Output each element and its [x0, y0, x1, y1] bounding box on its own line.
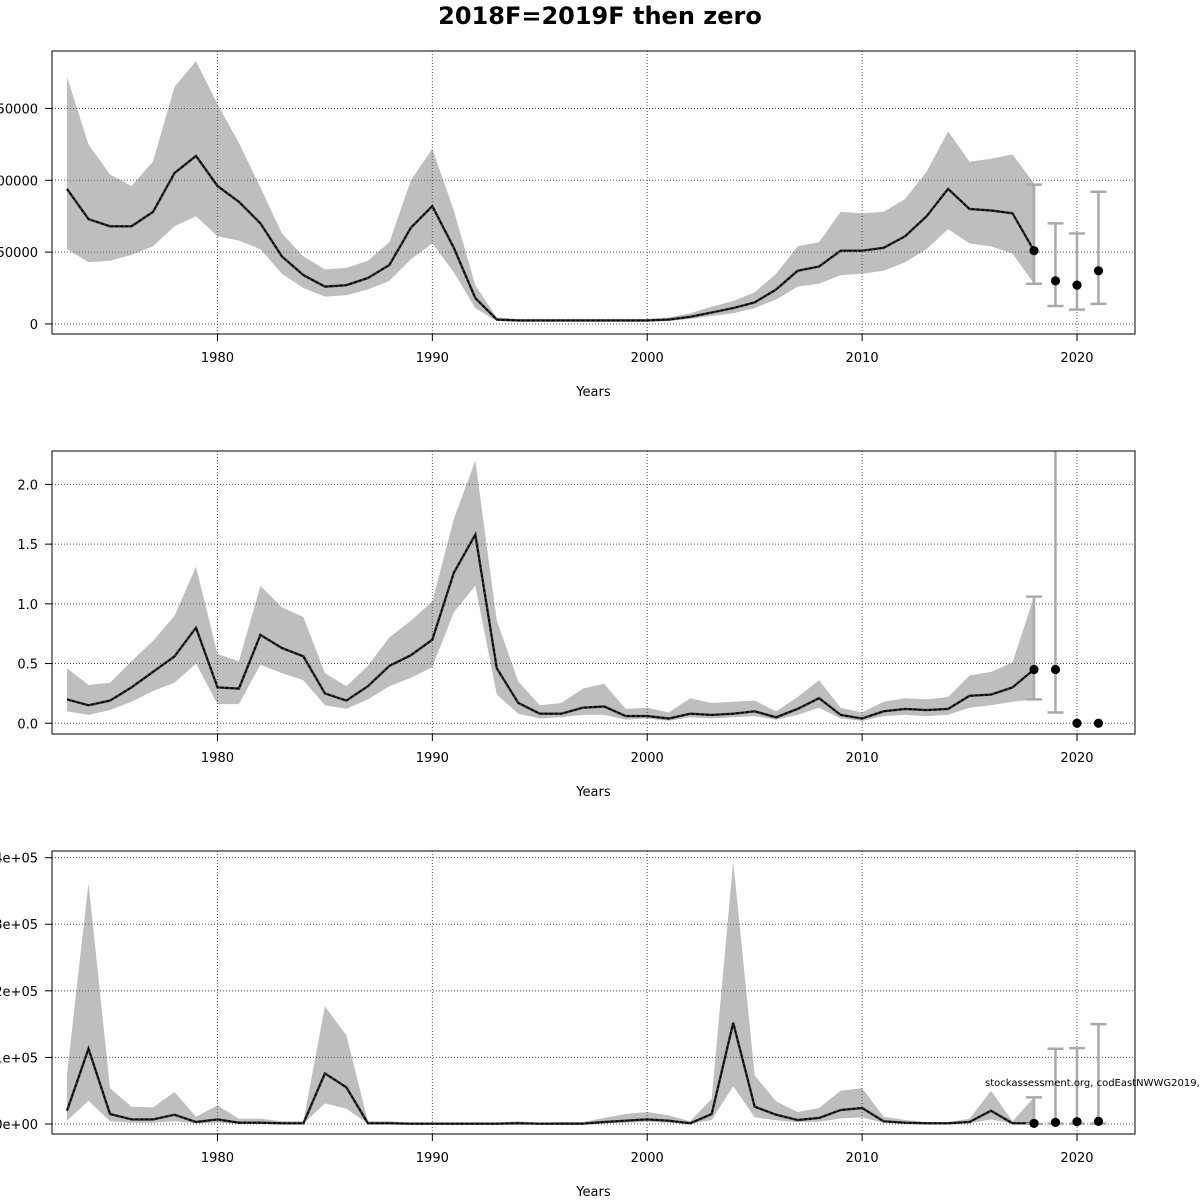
y-tick-label: 0.5 — [17, 658, 38, 673]
y-tick-label: 50000 — [0, 246, 38, 261]
x-tick-label: 2010 — [846, 751, 879, 766]
plot-frame — [51, 850, 1136, 1135]
confidence-band — [67, 861, 1034, 1124]
x-tick-label: 1990 — [416, 351, 449, 366]
x-axis-label: Years — [575, 385, 611, 400]
x-tick-label: 2000 — [631, 351, 664, 366]
y-tick-label: 150000 — [0, 102, 38, 117]
estimate-line-dash — [66, 532, 1035, 720]
x-tick-label: 2020 — [1060, 351, 1093, 366]
plot-frame — [51, 450, 1136, 735]
x-tick-label: 2020 — [1060, 751, 1093, 766]
estimate-line-dash — [66, 1022, 1034, 1125]
x-tick-label: 2010 — [846, 1151, 879, 1166]
forecast-point — [1093, 1116, 1104, 1126]
forecast-point — [1029, 1118, 1039, 1128]
confidence-band — [67, 460, 1034, 721]
x-tick-label: 2000 — [631, 1151, 664, 1166]
forecast-point — [1050, 664, 1061, 675]
y-tick-label: 4e+05 — [0, 852, 38, 867]
forecast-point — [1050, 276, 1061, 286]
watermark-text: stockassessment.org, codEastNWWG2019, — [985, 1078, 1200, 1089]
forecast-point — [1050, 1117, 1061, 1127]
forecast-point — [1093, 718, 1104, 728]
estimate-line — [66, 154, 1036, 322]
forecast-point — [1072, 280, 1082, 290]
x-tick-label: 2020 — [1060, 1151, 1093, 1166]
confidence-band — [67, 61, 1034, 322]
forecast-point — [1072, 718, 1082, 728]
y-tick-label: 0.0 — [17, 717, 38, 732]
x-tick-label: 2010 — [846, 351, 879, 366]
y-tick-label: 100000 — [0, 174, 38, 189]
plot-frame — [51, 50, 1136, 335]
y-tick-label: 3e+05 — [0, 918, 38, 933]
x-axis-label: Years — [575, 1185, 611, 1200]
chart-title: 2018F=2019F then zero — [438, 2, 762, 30]
forecast-point — [1029, 246, 1039, 256]
x-tick-label: 1980 — [201, 751, 234, 766]
x-tick-label: 1980 — [201, 1151, 234, 1166]
y-tick-label: 1.5 — [17, 538, 38, 553]
x-axis-label: Years — [575, 785, 611, 800]
x-tick-label: 1990 — [416, 751, 449, 766]
x-tick-label: 1990 — [416, 1151, 449, 1166]
y-tick-label: 2e+05 — [0, 985, 38, 1000]
forecast-point — [1072, 1117, 1082, 1127]
y-tick-label: 2.0 — [17, 478, 38, 493]
y-tick-label: 0e+00 — [0, 1118, 38, 1133]
y-tick-label: 1e+05 — [0, 1051, 38, 1066]
y-tick-label: 0 — [30, 318, 38, 333]
y-tick-label: 1.0 — [17, 598, 38, 613]
forecast-point — [1093, 266, 1104, 276]
x-tick-label: 2000 — [631, 751, 664, 766]
forecast-point — [1029, 664, 1039, 675]
x-tick-label: 1980 — [201, 351, 234, 366]
